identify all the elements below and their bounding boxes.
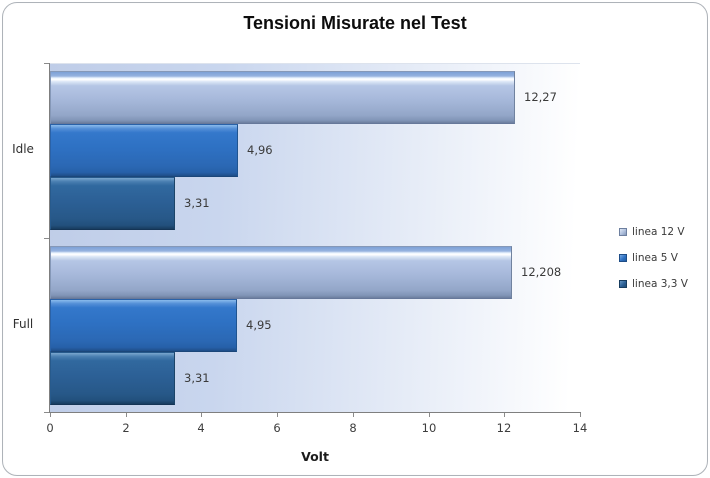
bar-idle-1 [50, 124, 238, 177]
y-axis-tick [44, 238, 49, 239]
y-axis-tick [44, 412, 49, 413]
x-axis-tick [580, 413, 581, 417]
value-label: 4,96 [247, 143, 273, 157]
x-axis-tick [50, 413, 51, 417]
x-tick-label: 6 [273, 421, 281, 435]
value-label: 3,31 [184, 196, 210, 210]
x-axis-line [49, 412, 581, 413]
legend-label: linea 12 V [632, 226, 685, 238]
x-axis-tick [504, 413, 505, 417]
legend-marker-icon [619, 280, 627, 288]
chart-title: Tensioni Misurate nel Test [243, 13, 467, 33]
x-axis-tick [126, 413, 127, 417]
value-label: 12,208 [521, 265, 562, 279]
legend-label: linea 5 V [632, 252, 678, 264]
x-axis-tick [429, 413, 430, 417]
bar-idle-0 [50, 71, 515, 124]
legend-item: linea 3,3 V [619, 271, 688, 297]
x-tick-label: 8 [349, 421, 357, 435]
x-tick-label: 0 [46, 421, 54, 435]
x-axis-tick [201, 413, 202, 417]
bar-full-1 [50, 299, 237, 352]
category-label-full: Full [12, 317, 34, 331]
legend-label: linea 3,3 V [632, 278, 688, 290]
x-tick-label: 12 [496, 421, 512, 435]
x-axis-title: Volt [301, 449, 329, 464]
y-axis-line [49, 63, 50, 413]
legend-item: linea 5 V [619, 245, 688, 271]
value-label: 4,95 [246, 318, 272, 332]
legend-marker-icon [619, 228, 627, 236]
bar-idle-2 [50, 177, 175, 230]
legend-marker-icon [619, 254, 627, 262]
category-label-idle: Idle [12, 142, 34, 156]
y-axis-tick [44, 63, 49, 64]
value-label: 3,31 [184, 371, 210, 385]
x-tick-label: 4 [197, 421, 205, 435]
x-axis-tick [353, 413, 354, 417]
x-axis-tick [277, 413, 278, 417]
legend-item: linea 12 V [619, 219, 688, 245]
bar-full-2 [50, 352, 175, 405]
x-tick-label: 2 [122, 421, 130, 435]
x-tick-label: 14 [572, 421, 588, 435]
value-label: 12,27 [524, 90, 557, 104]
legend: linea 12 V linea 5 V linea 3,3 V [619, 219, 688, 297]
bar-full-0 [50, 246, 512, 299]
x-tick-label: 10 [421, 421, 437, 435]
